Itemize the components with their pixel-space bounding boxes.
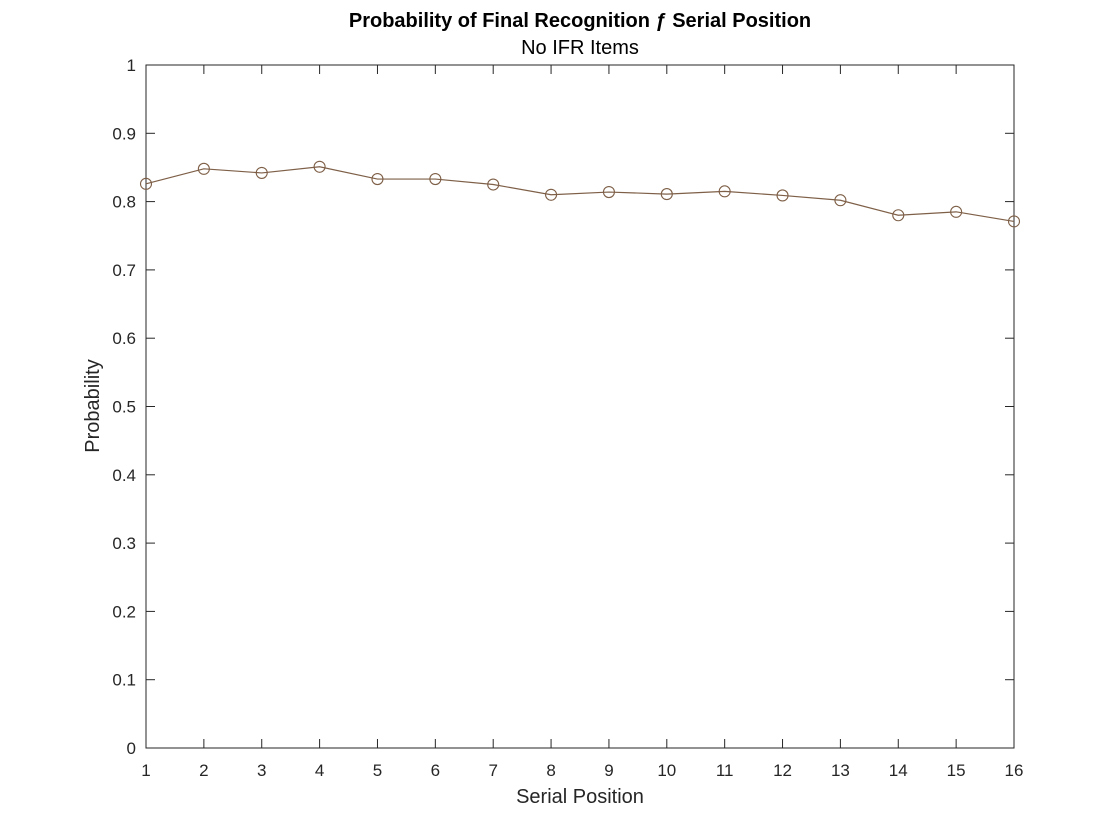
data-point-marker bbox=[429, 173, 442, 186]
x-tick-label: 5 bbox=[373, 761, 382, 780]
plot-area bbox=[145, 64, 1015, 749]
y-tick-label: 0.2 bbox=[112, 602, 136, 621]
x-tick-label: 11 bbox=[716, 761, 734, 780]
data-series bbox=[139, 160, 1021, 228]
data-point-marker bbox=[602, 185, 615, 199]
x-tick-label: 7 bbox=[488, 761, 497, 780]
y-tick-label: 0.7 bbox=[112, 261, 136, 280]
x-tick-label: 13 bbox=[831, 761, 850, 780]
y-axis-label: Probability bbox=[82, 359, 104, 452]
x-tick-label: 12 bbox=[773, 761, 792, 780]
y-tick-label: 0.5 bbox=[112, 398, 136, 417]
data-point-marker bbox=[313, 160, 326, 173]
chart-title: Probability of Final Recognition ƒ Seria… bbox=[349, 10, 811, 32]
data-point-marker bbox=[776, 189, 789, 202]
data-point-marker bbox=[892, 209, 905, 222]
x-tick-label: 1 bbox=[141, 761, 150, 780]
x-axis: 1 2 3 4 5 6 7 8 9 10 11 12 13 14 15 16 bbox=[141, 65, 1023, 780]
y-tick-label: 0.9 bbox=[112, 124, 136, 143]
y-tick-label: 0.8 bbox=[112, 193, 136, 212]
y-tick-label: 1 bbox=[127, 56, 136, 75]
data-point-marker bbox=[660, 188, 673, 201]
y-tick-label: 0.1 bbox=[112, 671, 136, 690]
y-tick-label: 0.6 bbox=[112, 329, 136, 348]
data-point-marker bbox=[197, 162, 210, 175]
data-point-marker bbox=[718, 185, 731, 198]
data-point-marker bbox=[255, 166, 268, 179]
y-axis: 0 0.1 0.2 0.3 0.4 0.5 0.6 0.7 0.8 0.9 1 bbox=[112, 56, 1014, 758]
x-tick-label: 6 bbox=[431, 761, 440, 780]
x-tick-label: 10 bbox=[657, 761, 676, 780]
x-tick-label: 3 bbox=[257, 761, 266, 780]
x-axis-label: Serial Position bbox=[516, 786, 644, 808]
data-point-marker bbox=[1007, 215, 1021, 228]
x-tick-label: 15 bbox=[947, 761, 966, 780]
data-point-marker bbox=[371, 173, 384, 186]
y-tick-label: 0.4 bbox=[112, 466, 136, 485]
chart-subtitle: No IFR Items bbox=[521, 37, 639, 59]
data-point-marker bbox=[834, 194, 847, 207]
x-tick-label: 16 bbox=[1005, 761, 1024, 780]
x-tick-label: 14 bbox=[889, 761, 908, 780]
x-tick-label: 2 bbox=[199, 761, 208, 780]
x-tick-label: 9 bbox=[604, 761, 613, 780]
data-point-marker bbox=[950, 205, 963, 218]
series-line bbox=[145, 166, 1015, 222]
y-tick-label: 0 bbox=[127, 739, 136, 758]
data-point-marker bbox=[545, 188, 558, 201]
data-point-marker bbox=[487, 178, 500, 191]
y-tick-label: 0.3 bbox=[112, 534, 136, 553]
data-point-marker bbox=[139, 177, 153, 190]
x-tick-label: 4 bbox=[315, 761, 324, 780]
x-tick-label: 8 bbox=[546, 761, 555, 780]
